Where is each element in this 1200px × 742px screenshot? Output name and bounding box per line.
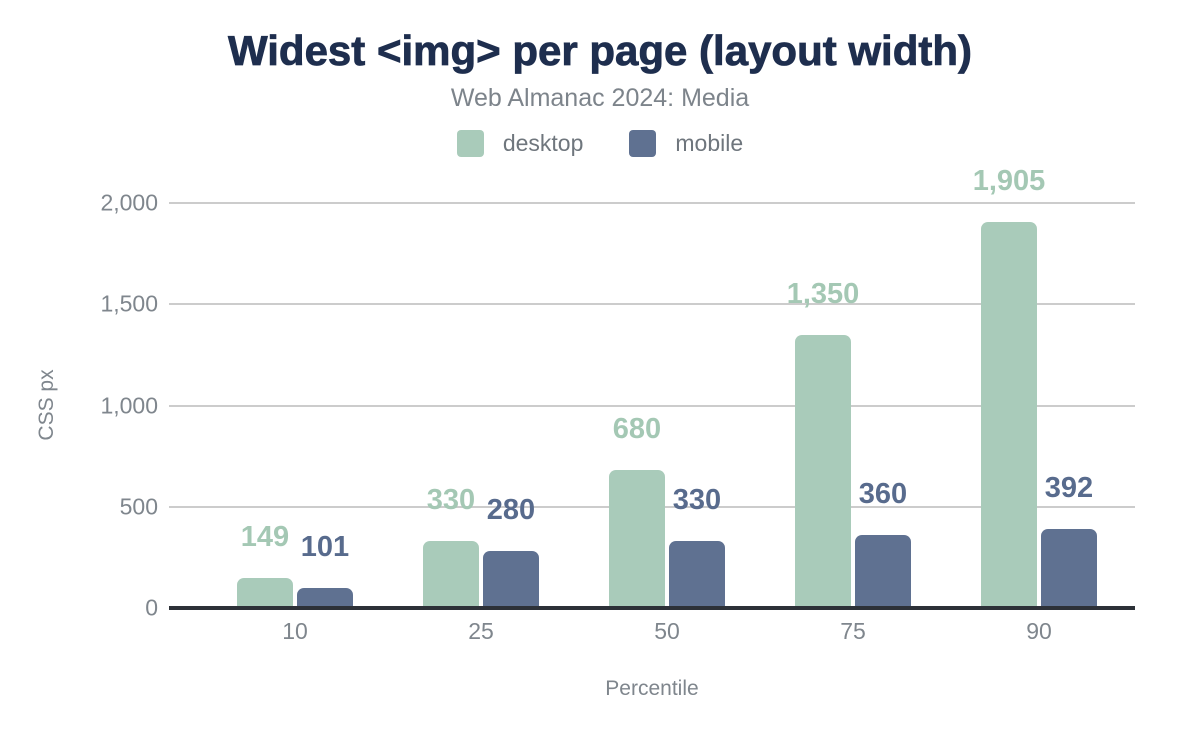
y-tick-label-1000: 1,000	[100, 392, 158, 418]
bar-desktop-p90[interactable]: 1,905	[973, 165, 1045, 608]
bar-wrap-desktop-p10: 149	[237, 521, 293, 608]
bar-value-desktop-p50: 680	[612, 413, 662, 446]
bar-desktop-p10[interactable]: 149	[237, 521, 293, 608]
bars-region: 149 101 330 280 680 330 1,350 360 1,905 392	[202, 165, 1132, 608]
x-axis: 10 25 50 75 90	[202, 618, 1132, 645]
bar-wrap-desktop-p75: 1,350	[787, 278, 859, 608]
bar-value-mobile-p90: 392	[1044, 471, 1094, 504]
chart-header: Widest <img> per page (layout width) Web…	[0, 0, 1200, 158]
legend-item-desktop: desktop	[456, 130, 584, 158]
plot-area: 149 101 330 280 680 330 1,350 360 1,905 392	[169, 165, 1135, 610]
chart-title: Widest <img> per page (layout width)	[227, 27, 973, 74]
bar-wrap-mobile-p10: 101	[297, 531, 353, 608]
bar-value-mobile-p10: 101	[300, 530, 350, 563]
bar-mobile-p25[interactable]: 280	[483, 494, 539, 608]
bar-wrap-desktop-p90: 1,905	[973, 165, 1045, 608]
bar-wrap-mobile-p90: 392	[1041, 472, 1097, 608]
gridline-0	[169, 606, 1135, 610]
bar-mobile-p90[interactable]: 392	[1041, 472, 1097, 608]
bar-wrap-desktop-p50: 680	[609, 413, 665, 608]
bar-value-mobile-p25: 280	[486, 494, 536, 527]
legend-swatch-mobile	[629, 130, 657, 158]
y-tick-label-0: 0	[145, 594, 158, 621]
legend-label: desktop	[502, 130, 584, 157]
bar-group-p25: 330 280	[388, 203, 574, 608]
bar-wrap-desktop-p25: 330	[423, 484, 479, 608]
bar-mobile-p75[interactable]: 360	[855, 478, 911, 608]
y-tick-label-500: 500	[119, 493, 158, 520]
x-tick-label-25: 25	[468, 618, 494, 644]
gridline-1500	[169, 303, 1135, 306]
chart-legend: desktop mobile	[0, 130, 1200, 158]
bar-group-p50: 680 330	[574, 203, 760, 608]
x-tick-label-90: 90	[1026, 618, 1052, 644]
bar-desktop-p25[interactable]: 330	[423, 484, 479, 608]
x-tick-label-75: 75	[840, 618, 866, 644]
bar-mobile-p10[interactable]: 101	[297, 531, 353, 608]
x-tick-label-10: 10	[282, 618, 308, 644]
legend-item-mobile: mobile	[629, 130, 744, 158]
bar-value-desktop-p10: 149	[240, 520, 290, 553]
bar-wrap-mobile-p75: 360	[855, 478, 911, 608]
legend-swatch-desktop	[456, 130, 484, 158]
y-tick-label-1500: 1,500	[100, 290, 158, 317]
bar-group-p10: 149 101	[202, 203, 388, 608]
x-tick-label-50: 50	[654, 618, 680, 644]
bar-value-mobile-p50: 330	[672, 484, 722, 517]
gridline-1000	[169, 404, 1135, 407]
bar-value-desktop-p75: 1,350	[786, 277, 860, 310]
bar-desktop-p50[interactable]: 680	[609, 413, 665, 608]
bar-value-desktop-p25: 330	[426, 484, 476, 517]
y-axis: 0 500 1,000 1,500 2,000	[0, 190, 158, 621]
chart-subtitle: Web Almanac 2024: Media	[450, 84, 750, 113]
bar-wrap-mobile-p50: 330	[669, 484, 725, 608]
legend-label: mobile	[675, 130, 744, 157]
bar-value-desktop-p90: 1,905	[972, 165, 1046, 198]
bar-group-p90: 1,905 392	[946, 165, 1132, 608]
x-axis-title: Percentile	[605, 677, 699, 700]
bar-mobile-p50[interactable]: 330	[669, 484, 725, 608]
bar-desktop-p75[interactable]: 1,350	[787, 278, 859, 608]
y-tick-label-2000: 2,000	[100, 189, 158, 216]
bar-value-mobile-p75: 360	[858, 478, 908, 511]
bar-group-p75: 1,350 360	[760, 203, 946, 608]
bar-wrap-mobile-p25: 280	[483, 494, 539, 608]
gridline-2000	[169, 202, 1135, 204]
